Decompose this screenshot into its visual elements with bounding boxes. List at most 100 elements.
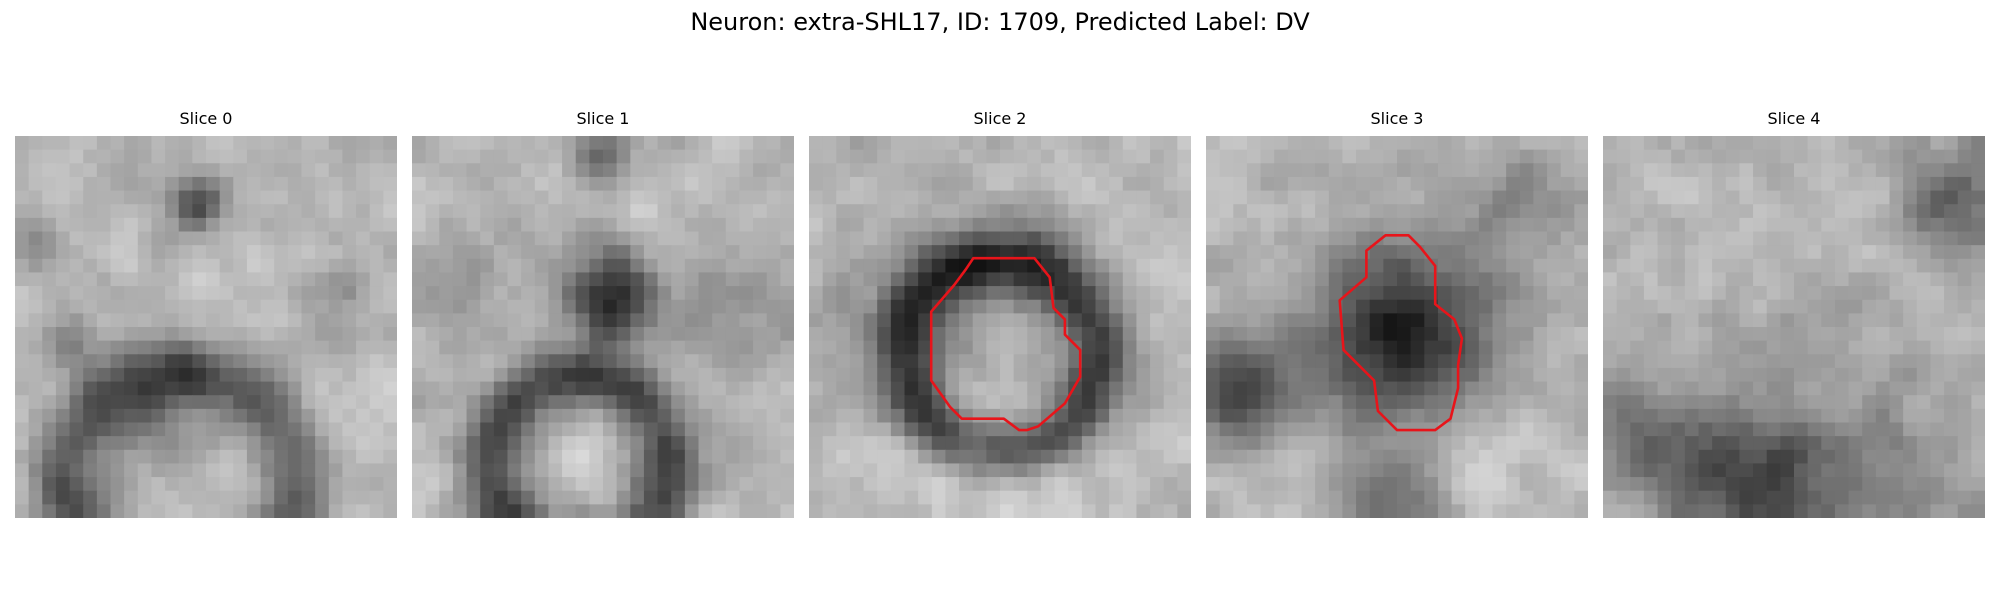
pixel	[1739, 272, 1754, 287]
pixel	[1903, 381, 1918, 396]
pixel	[1766, 367, 1781, 383]
pixel	[1260, 395, 1275, 410]
pixel	[219, 367, 234, 383]
pixel	[466, 422, 481, 437]
pixel	[684, 149, 700, 164]
pixel	[698, 272, 713, 287]
pixel	[1013, 340, 1028, 355]
pixel	[698, 354, 713, 369]
pixel	[1177, 231, 1191, 246]
pixel	[137, 258, 153, 274]
pixel	[1219, 272, 1234, 287]
pixel	[1465, 463, 1480, 478]
pixel	[315, 272, 330, 287]
pixel	[1301, 436, 1316, 451]
pixel	[383, 299, 397, 314]
pixel	[287, 231, 303, 246]
pixel	[493, 504, 509, 518]
pixel	[1136, 299, 1151, 314]
pixel	[1328, 477, 1344, 492]
pixel	[383, 245, 397, 260]
pixel	[137, 395, 153, 410]
pixel	[192, 286, 207, 301]
pixel	[671, 354, 686, 369]
pixel	[507, 422, 522, 437]
figure-title: Neuron: extra-SHL17, ID: 1709, Predicted…	[690, 8, 1310, 36]
pixel	[534, 217, 550, 233]
pixel	[383, 313, 397, 328]
pixel	[69, 504, 84, 518]
pixel	[548, 258, 563, 274]
pixel	[931, 422, 947, 437]
pixel	[165, 313, 180, 328]
pixel	[1944, 313, 1959, 328]
pixel	[712, 463, 727, 478]
pixel	[1657, 477, 1672, 492]
pixel	[945, 354, 960, 369]
pixel	[1725, 204, 1741, 219]
pixel	[1136, 381, 1151, 396]
pixel	[766, 217, 781, 233]
pixel	[1136, 490, 1151, 505]
pixel	[1971, 272, 1985, 287]
pixel	[1315, 449, 1330, 465]
pixel	[1603, 463, 1618, 478]
pixel	[1547, 477, 1562, 492]
pixel	[1328, 231, 1344, 246]
pixel	[1930, 245, 1945, 260]
pixel	[1177, 149, 1191, 164]
pixel	[1506, 367, 1521, 383]
pixel	[1301, 231, 1316, 246]
pixel	[1957, 149, 1972, 164]
pixel	[766, 190, 781, 205]
pixel	[1944, 463, 1959, 478]
pixel	[904, 176, 919, 192]
pixel	[877, 313, 892, 328]
pixel	[684, 272, 700, 287]
pixel	[1000, 299, 1015, 314]
pixel	[110, 395, 125, 410]
pixel	[1807, 217, 1822, 233]
pixel	[206, 190, 221, 205]
pixel	[233, 136, 248, 151]
pixel	[466, 258, 481, 274]
pixel	[328, 286, 344, 301]
pixel	[1424, 395, 1439, 410]
pixel	[671, 136, 686, 151]
pixel	[480, 436, 495, 451]
pixel	[972, 217, 987, 233]
pixel	[945, 204, 960, 219]
pixel	[412, 190, 427, 205]
pixel	[822, 490, 837, 505]
pixel	[1136, 313, 1151, 328]
pixel	[480, 449, 495, 465]
pixel	[1397, 340, 1412, 355]
pixel	[1356, 408, 1371, 424]
pixel	[96, 176, 112, 192]
pixel	[1233, 463, 1248, 478]
pixel	[1643, 504, 1659, 518]
pixel	[1260, 136, 1275, 151]
pixel	[1753, 286, 1768, 301]
pixel	[1424, 490, 1439, 505]
pixel	[945, 327, 960, 342]
pixel	[1671, 463, 1686, 478]
pixel	[589, 149, 604, 164]
pixel	[1383, 367, 1398, 383]
pixel	[753, 490, 768, 505]
pixel	[753, 272, 768, 287]
pixel	[96, 204, 112, 219]
pixel	[1916, 504, 1932, 518]
pixel	[1081, 354, 1097, 369]
pixel	[1233, 313, 1248, 328]
pixel	[1219, 231, 1234, 246]
pixel	[698, 176, 713, 192]
pixel	[1916, 286, 1932, 301]
pixel	[521, 408, 536, 424]
pixel	[1206, 449, 1221, 465]
pixel	[1971, 436, 1985, 451]
pixel	[1821, 449, 1836, 465]
pixel	[890, 231, 906, 246]
pixel	[1944, 176, 1959, 192]
pixel	[1630, 504, 1645, 518]
